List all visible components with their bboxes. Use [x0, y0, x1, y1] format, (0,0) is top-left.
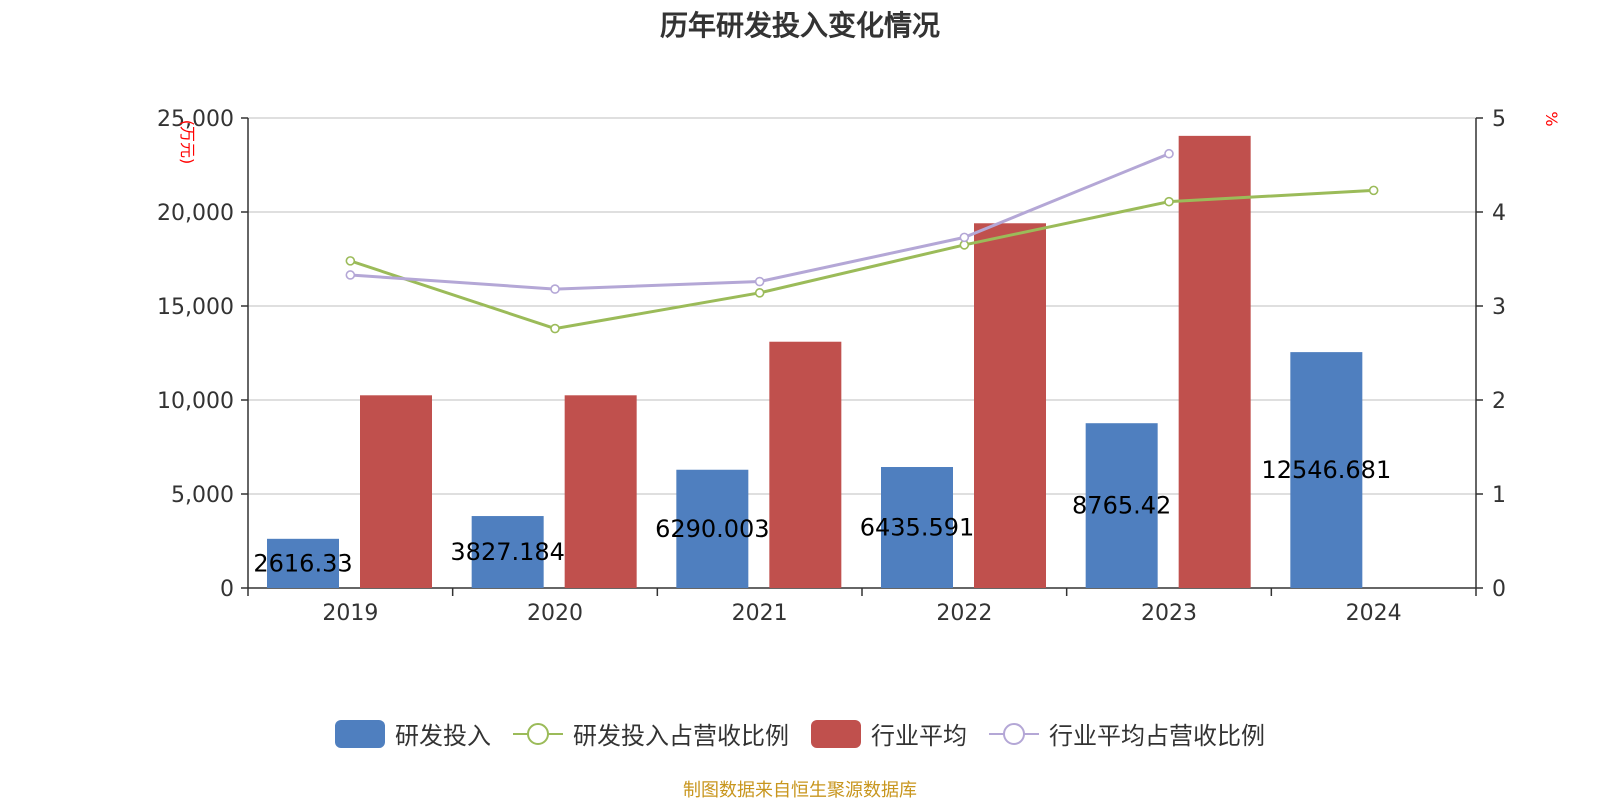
- data-label: 6290.003: [655, 515, 770, 543]
- legend-item-industry-avg[interactable]: 行业平均: [811, 716, 967, 751]
- data-label: 3827.184: [450, 538, 565, 566]
- bar: [471, 516, 544, 588]
- y-right-tick-label: 2: [1492, 389, 1506, 414]
- chart-title: 历年研发投入变化情况: [659, 9, 940, 42]
- y-left-tick-label: 10,000: [157, 389, 234, 414]
- y-left-tick-label: 15,000: [157, 295, 234, 320]
- line-point: [1164, 148, 1174, 159]
- data-label: 6435.591: [860, 514, 975, 542]
- legend-label: 研发投入: [395, 722, 491, 750]
- y-left-tick-label: 25,000: [157, 107, 234, 132]
- legend-label: 行业平均占营收比例: [1049, 722, 1265, 750]
- data-label: 2616.33: [253, 549, 352, 577]
- bar: [360, 395, 432, 588]
- x-tick-label: 2020: [527, 601, 583, 626]
- x-tick-label: 2022: [936, 601, 992, 626]
- legend-item-rd-ratio[interactable]: 研发投入占营收比例: [513, 716, 789, 751]
- bar: [1085, 423, 1158, 588]
- bar: [267, 538, 339, 588]
- legend-bar-swatch-blue: [335, 719, 385, 748]
- line-point: [345, 256, 356, 266]
- legend-item-industry-ratio[interactable]: 行业平均占营收比例: [989, 716, 1265, 751]
- y-right-axis-unit: %: [1542, 111, 1561, 126]
- source-note: 制图数据来自恒生聚源数据库: [683, 780, 917, 801]
- bar: [881, 467, 953, 588]
- bar: [1290, 352, 1363, 588]
- line-point: [754, 276, 765, 287]
- y-left-tick-label: 5,000: [171, 483, 234, 508]
- x-tick-label: 2021: [732, 601, 788, 626]
- legend-label: 行业平均: [871, 722, 967, 750]
- legend: 研发投入 研发投入占营收比例 行业平均 行业平均占营收比例: [0, 716, 1600, 751]
- line-point: [550, 323, 560, 334]
- x-tick-label: 2019: [322, 601, 378, 626]
- x-tick-label: 2024: [1346, 601, 1402, 626]
- series-line: [350, 152, 1170, 291]
- line-point: [550, 284, 560, 294]
- y-right-tick-label: 5: [1492, 107, 1506, 132]
- bar: [1178, 135, 1251, 589]
- line-point: [345, 270, 356, 280]
- legend-line-swatch-purple: [989, 722, 1039, 745]
- chart-plot: 0 0 5,000 1 10,000 2 15,000 3 20,000 4 25,000 5 (万元)…: [157, 107, 1561, 626]
- line-point: [1368, 185, 1379, 196]
- data-label: 12546.681: [1261, 456, 1391, 484]
- bar: [676, 469, 749, 588]
- bar: [974, 223, 1046, 588]
- line-point: [959, 232, 970, 243]
- legend-bar-swatch-red: [811, 719, 861, 748]
- bar: [769, 341, 842, 588]
- y-right-tick-label: 3: [1492, 295, 1506, 320]
- legend-item-rd-investment[interactable]: 研发投入: [335, 716, 491, 751]
- series-line: [349, 188, 1374, 331]
- y-left-tick-label: 0: [220, 577, 234, 602]
- line-point: [1164, 196, 1174, 207]
- line-point: [754, 288, 765, 298]
- y-right-tick-label: 4: [1492, 201, 1506, 226]
- legend-label: 研发投入占营收比例: [573, 722, 789, 750]
- y-right-tick-label: 1: [1492, 483, 1506, 508]
- x-tick-label: 2023: [1141, 601, 1197, 626]
- data-label: 8765.42: [1072, 492, 1171, 520]
- y-left-axis-unit: (万元): [178, 120, 197, 165]
- legend-line-swatch-green: [513, 722, 563, 745]
- bar: [564, 395, 637, 588]
- y-right-tick-label: 0: [1492, 577, 1506, 602]
- y-left-tick-label: 20,000: [157, 201, 234, 226]
